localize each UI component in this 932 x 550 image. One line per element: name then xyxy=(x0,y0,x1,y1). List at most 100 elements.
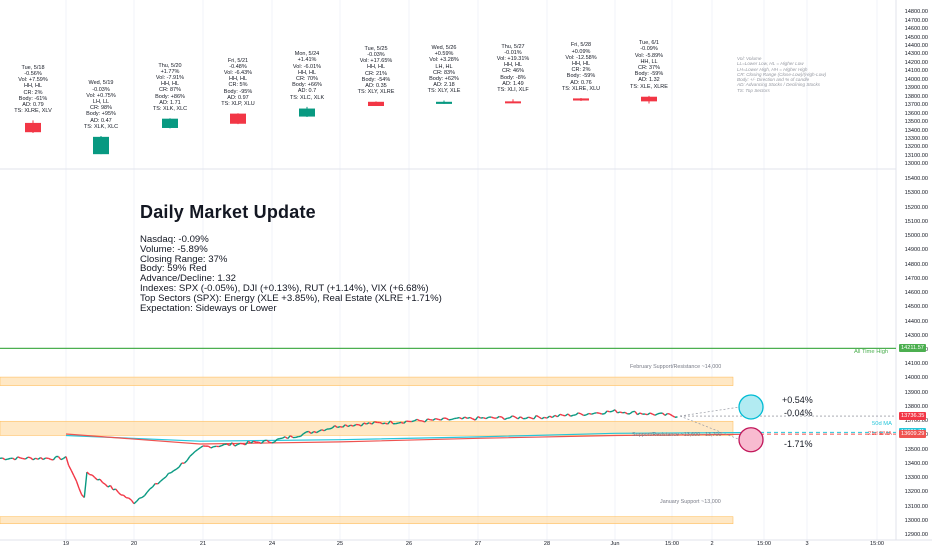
price-axis[interactable]: 13000.00 13100.00 13200.00 13300.00 13400.00… xyxy=(896,0,932,540)
price-tick-segment xyxy=(637,412,641,416)
price-tick-segment xyxy=(411,420,415,423)
price-tick-segment xyxy=(416,418,420,422)
price-tick: 15400.00 xyxy=(904,176,928,183)
price-tick-segment xyxy=(52,456,57,461)
annotation-line: Body: +66% xyxy=(292,82,322,89)
price-tick-segment xyxy=(585,412,590,416)
annotation-line: CR: 87% xyxy=(158,87,181,94)
price-tick-segment xyxy=(269,441,273,444)
price-tick: 14800.00 xyxy=(904,9,928,16)
ath-price-tag: 14211.57 xyxy=(899,344,926,353)
price-tick-segment xyxy=(231,442,236,447)
annotation-line: Vol: +17.65% xyxy=(359,58,393,65)
annotation-line: TS: XLRE, XLV xyxy=(14,108,52,115)
price-tick: 13200.00 xyxy=(904,489,928,496)
price-tick-segment xyxy=(295,436,299,439)
update-line: Closing Range: 37% xyxy=(140,253,228,265)
price-tick-segment xyxy=(334,425,338,429)
price-tick-segment xyxy=(323,428,328,432)
price-tick-segment xyxy=(672,415,676,418)
price-tick-segment xyxy=(144,491,148,496)
legend-line: LL=Lower Low, HL = Higher Low xyxy=(737,61,804,67)
time-axis[interactable]: 19 20 21 24 25 26 27 28 Jun 15:00 2 15:00 3 15:00 xyxy=(0,540,896,550)
candle-annotation: Tue, 5/18 -0.56% Vol: +7.59% HH, HL CR: 2% Bo… xyxy=(14,65,52,115)
price-tick-segment xyxy=(73,475,78,482)
candle-body xyxy=(299,108,315,117)
price-tick-segment xyxy=(609,410,613,413)
time-tick: 24 xyxy=(268,541,276,547)
price-tick-segment xyxy=(130,499,135,505)
price-tick-segment xyxy=(564,413,569,417)
price-tick-segment xyxy=(509,415,513,419)
candle-annotation: Fri, 5/28 +0.09% Vol: -12.58% HH, HL CR: 2% B… xyxy=(562,42,600,92)
price-tick-segment xyxy=(7,457,11,460)
price-tick-segment xyxy=(514,416,519,420)
price-tick-segment xyxy=(525,416,529,420)
price-tick-segment xyxy=(210,446,214,449)
annotation-line: HH, HL xyxy=(571,60,591,67)
price-tick-segment xyxy=(578,412,582,415)
price-tick-segment xyxy=(303,431,307,435)
price-tick-segment xyxy=(313,430,317,434)
price-tick-segment xyxy=(104,483,109,488)
price-tick-segment xyxy=(614,409,619,414)
all-time-high-label: All Time High xyxy=(854,349,889,355)
price-tick: 15200.00 xyxy=(904,204,928,211)
price-tick-segment xyxy=(173,468,177,472)
price-tick-segment xyxy=(308,430,312,434)
price-tick-segment xyxy=(14,456,19,461)
time-tick: 28 xyxy=(543,541,551,547)
price-tick-segment xyxy=(530,417,534,420)
price-tick-segment xyxy=(139,496,143,499)
price-tick: 14400.00 xyxy=(904,43,928,50)
price-tick: 13100.00 xyxy=(904,503,928,510)
candle-body xyxy=(368,101,384,107)
price-tick-segment xyxy=(654,413,658,416)
price-tick-segment xyxy=(24,456,29,460)
price-tick-segment xyxy=(234,443,238,447)
time-tick: 19 xyxy=(62,541,70,547)
price-tick-segment xyxy=(427,418,431,421)
price-tick-segment xyxy=(599,412,603,415)
annotation-line: Tue, 6/1 xyxy=(639,40,659,47)
price-tick-segment xyxy=(358,424,362,427)
price-tick-segment xyxy=(619,411,623,414)
annotation-line: Thu, 5/27 xyxy=(501,43,525,50)
price-tick-segment xyxy=(629,411,633,415)
price-tick-segment xyxy=(583,414,587,417)
price-tick-segment xyxy=(109,485,114,491)
price-tick-segment xyxy=(117,491,122,496)
price-tick-segment xyxy=(274,438,278,443)
annotation-line: Tue, 5/25 xyxy=(364,45,388,52)
price-tick-segment xyxy=(644,413,648,416)
annotation-line: Thu, 5/20 xyxy=(158,62,182,69)
annotation-line: Vol: +0.75% xyxy=(86,92,116,99)
price-tick: 14900.00 xyxy=(904,247,928,254)
price-tick-segment xyxy=(459,416,463,420)
annotation-line: HH, HL xyxy=(228,76,248,83)
price-tick-segment xyxy=(424,418,429,423)
price-tick-segment xyxy=(287,435,291,440)
price-tick-segment xyxy=(389,420,394,425)
legend-box: Vol: Volume LL=Lower Low, HL = Higher Low… xyxy=(737,56,826,93)
price-tick: 13800.00 xyxy=(904,403,928,410)
update-title: Daily Market Update xyxy=(140,202,316,222)
price-tick-segment xyxy=(342,424,346,428)
price-tick-segment xyxy=(538,416,543,420)
price-tick: 14700.00 xyxy=(904,275,928,282)
projection-down-circle xyxy=(738,427,764,453)
annotation-line: CR: 2% xyxy=(23,89,43,96)
price-tick: 14000.00 xyxy=(904,76,928,83)
time-tick: 15:00 xyxy=(870,541,884,547)
support-zone xyxy=(0,420,734,436)
price-tick-segment xyxy=(422,420,426,423)
price-tick: 13500.00 xyxy=(904,446,928,453)
annotation-line: -0.03% xyxy=(367,51,385,58)
price-tick-segment xyxy=(556,413,561,418)
projection-down-label: -1.71% xyxy=(784,439,813,449)
annotation-line: AD: 2.18 xyxy=(433,82,455,89)
price-tick-segment xyxy=(551,414,556,419)
price-tick-segment xyxy=(168,471,172,475)
candle-body xyxy=(505,101,521,104)
candle-body xyxy=(641,96,657,102)
